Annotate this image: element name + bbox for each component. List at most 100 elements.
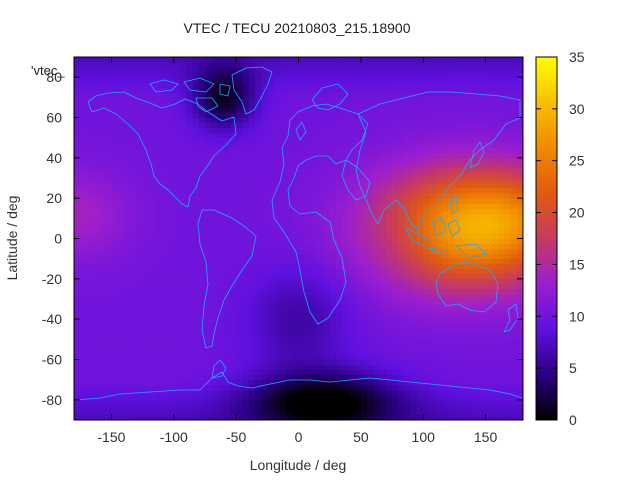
- heatmap-cell: [142, 152, 150, 159]
- heatmap-cell: [117, 102, 125, 108]
- heatmap-cell: [479, 147, 486, 154]
- heatmap-cell: [354, 268, 362, 275]
- heatmap-cell: [217, 67, 225, 73]
- heatmap-cell: [180, 87, 187, 93]
- heatmap-cell: [117, 107, 125, 113]
- heatmap-cell: [92, 57, 100, 63]
- heatmap-cell: [111, 278, 119, 285]
- heatmap-cell: [367, 142, 374, 149]
- heatmap-cell: [161, 399, 168, 406]
- heatmap-cell: [348, 67, 356, 73]
- heatmap-cell: [367, 374, 374, 381]
- heatmap-cell: [155, 208, 162, 214]
- heatmap-cell: [92, 117, 100, 123]
- heatmap-cell: [142, 304, 150, 310]
- heatmap-cell: [491, 364, 499, 370]
- heatmap-cell: [254, 374, 262, 381]
- heatmap-cell: [142, 414, 150, 421]
- heatmap-cell: [460, 137, 468, 144]
- heatmap-cell: [211, 62, 218, 68]
- heatmap-cell: [329, 77, 337, 83]
- heatmap-cell: [423, 253, 430, 260]
- heatmap-cell: [186, 67, 193, 73]
- heatmap-cell: [186, 193, 193, 199]
- heatmap-cell: [86, 208, 94, 214]
- heatmap-cell: [479, 374, 486, 381]
- heatmap-cell: [292, 293, 299, 300]
- heatmap-cell: [317, 213, 324, 219]
- heatmap-cell: [261, 309, 268, 315]
- heatmap-cell: [310, 414, 318, 421]
- heatmap-cell: [367, 157, 374, 164]
- heatmap-cell: [204, 162, 212, 169]
- heatmap-cell: [117, 228, 125, 234]
- heatmap-cell: [155, 87, 162, 93]
- heatmap-cell: [142, 117, 150, 123]
- heatmap-cell: [329, 293, 337, 300]
- heatmap-cell: [198, 414, 206, 421]
- heatmap-cell: [385, 379, 393, 386]
- heatmap-cell: [173, 243, 181, 249]
- heatmap-cell: [479, 399, 486, 406]
- heatmap-cell: [142, 394, 150, 401]
- heatmap-cell: [142, 162, 150, 169]
- heatmap-cell: [192, 243, 200, 249]
- heatmap-cell: [404, 369, 412, 376]
- heatmap-cell: [410, 324, 418, 330]
- heatmap-cell: [98, 288, 106, 295]
- heatmap-cell: [360, 137, 368, 144]
- heatmap-cell: [254, 263, 262, 270]
- heatmap-cell: [286, 82, 293, 88]
- heatmap-cell: [180, 273, 187, 280]
- heatmap-cell: [448, 273, 455, 280]
- heatmap-cell: [223, 288, 231, 295]
- heatmap-cell: [485, 77, 493, 83]
- heatmap-cell: [429, 273, 437, 280]
- heatmap-cell: [204, 183, 212, 189]
- heatmap-cell: [317, 77, 324, 83]
- heatmap-cell: [491, 309, 499, 315]
- heatmap-cell: [180, 218, 187, 224]
- heatmap-cell: [491, 349, 499, 355]
- heatmap-cell: [385, 208, 393, 214]
- heatmap-cell: [248, 314, 256, 320]
- heatmap-cell: [498, 172, 505, 179]
- heatmap-cell: [279, 349, 287, 355]
- heatmap-cell: [74, 122, 81, 128]
- heatmap-cell: [410, 72, 418, 78]
- heatmap-cell: [123, 112, 131, 118]
- heatmap-cell: [373, 117, 380, 123]
- heatmap-cell: [373, 288, 380, 295]
- heatmap-cell: [354, 102, 362, 108]
- heatmap-cell: [198, 404, 206, 411]
- heatmap-cell: [98, 157, 106, 164]
- heatmap-cell: [479, 183, 486, 189]
- heatmap-cell: [367, 384, 374, 391]
- heatmap-cell: [342, 102, 349, 108]
- heatmap-cell: [466, 193, 474, 199]
- heatmap-cell: [298, 288, 306, 295]
- heatmap-cell: [354, 203, 362, 209]
- heatmap-cell: [142, 334, 150, 340]
- heatmap-cell: [310, 97, 318, 103]
- heatmap-cell: [211, 142, 218, 149]
- heatmap-cell: [367, 238, 374, 244]
- heatmap-cell: [242, 394, 250, 401]
- heatmap-cell: [348, 268, 356, 275]
- heatmap-cell: [460, 167, 468, 174]
- heatmap-cell: [123, 183, 131, 189]
- heatmap-cell: [348, 238, 356, 244]
- heatmap-cell: [348, 384, 356, 391]
- heatmap-cell: [373, 319, 380, 325]
- heatmap-cell: [354, 127, 362, 134]
- heatmap-cell: [286, 404, 293, 411]
- heatmap-cell: [229, 369, 237, 376]
- heatmap-cell: [435, 278, 443, 285]
- heatmap-cell: [105, 384, 112, 391]
- heatmap-cell: [498, 137, 505, 144]
- heatmap-cell: [317, 374, 324, 381]
- heatmap-cell: [460, 334, 468, 340]
- heatmap-cell: [211, 384, 218, 391]
- heatmap-cell: [479, 162, 486, 169]
- heatmap-cell: [392, 218, 399, 224]
